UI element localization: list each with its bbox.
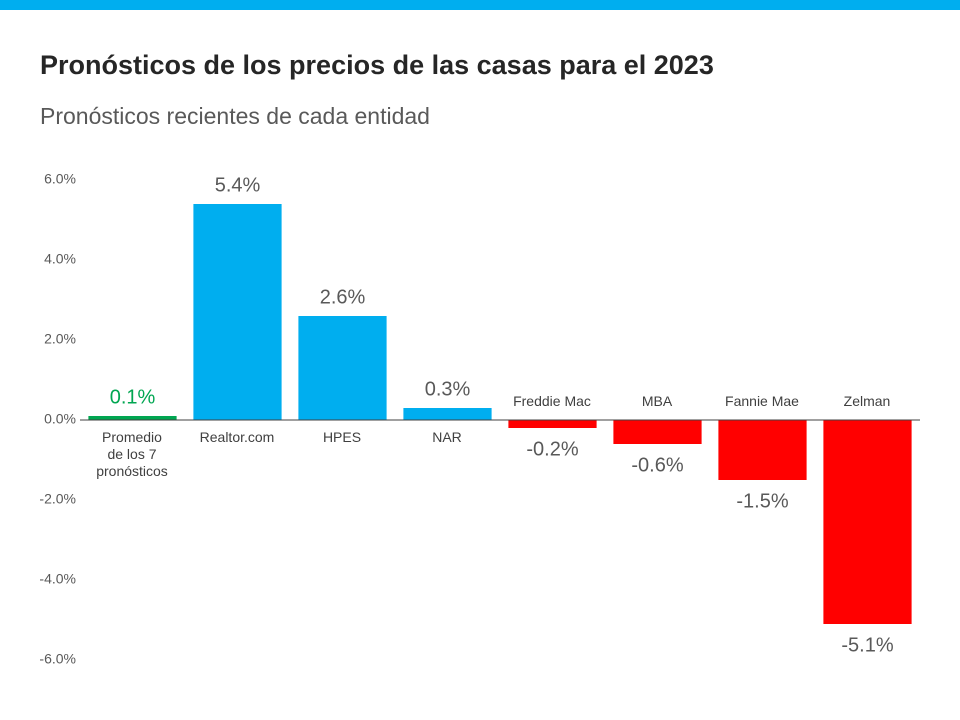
chart-subtitle: Pronósticos recientes de cada entidad [40, 103, 430, 129]
x-tick-label: Zelman [843, 393, 891, 409]
x-tick-label: Freddie Mac [513, 393, 591, 409]
value-label: -0.2% [526, 438, 578, 460]
y-tick-label: -6.0% [39, 651, 76, 667]
value-label: 0.3% [425, 378, 471, 400]
bar [508, 420, 597, 428]
value-label: -0.6% [631, 454, 683, 476]
top-band [0, 0, 960, 10]
x-tick-label: Realtor.com [199, 429, 275, 445]
x-tick-label: Promedio de los 7 pronósticos [96, 429, 168, 479]
x-tick-label: HPES [322, 429, 362, 445]
y-tick-label: 6.0% [44, 171, 76, 187]
bar [403, 408, 492, 420]
value-label: 2.6% [320, 286, 366, 308]
value-label: 0.1% [110, 386, 156, 408]
bar [193, 204, 282, 420]
x-tick-label: MBA [641, 393, 673, 409]
bar [298, 316, 387, 420]
value-label: -5.1% [841, 634, 893, 656]
bar [613, 420, 702, 444]
bar [88, 416, 177, 420]
bar [718, 420, 807, 480]
bar [823, 420, 912, 624]
y-tick-label: 0.0% [44, 411, 76, 427]
y-tick-label: -2.0% [39, 491, 76, 507]
value-label: 5.4% [215, 174, 261, 196]
chart-title: Pronósticos de los precios de las casas … [40, 50, 714, 80]
y-tick-label: -4.0% [39, 571, 76, 587]
y-tick-label: 2.0% [44, 331, 76, 347]
value-label: -1.5% [736, 490, 788, 512]
x-tick-label: NAR [432, 429, 462, 445]
x-tick-label: Fannie Mae [725, 393, 799, 409]
y-tick-label: 4.0% [44, 251, 76, 267]
